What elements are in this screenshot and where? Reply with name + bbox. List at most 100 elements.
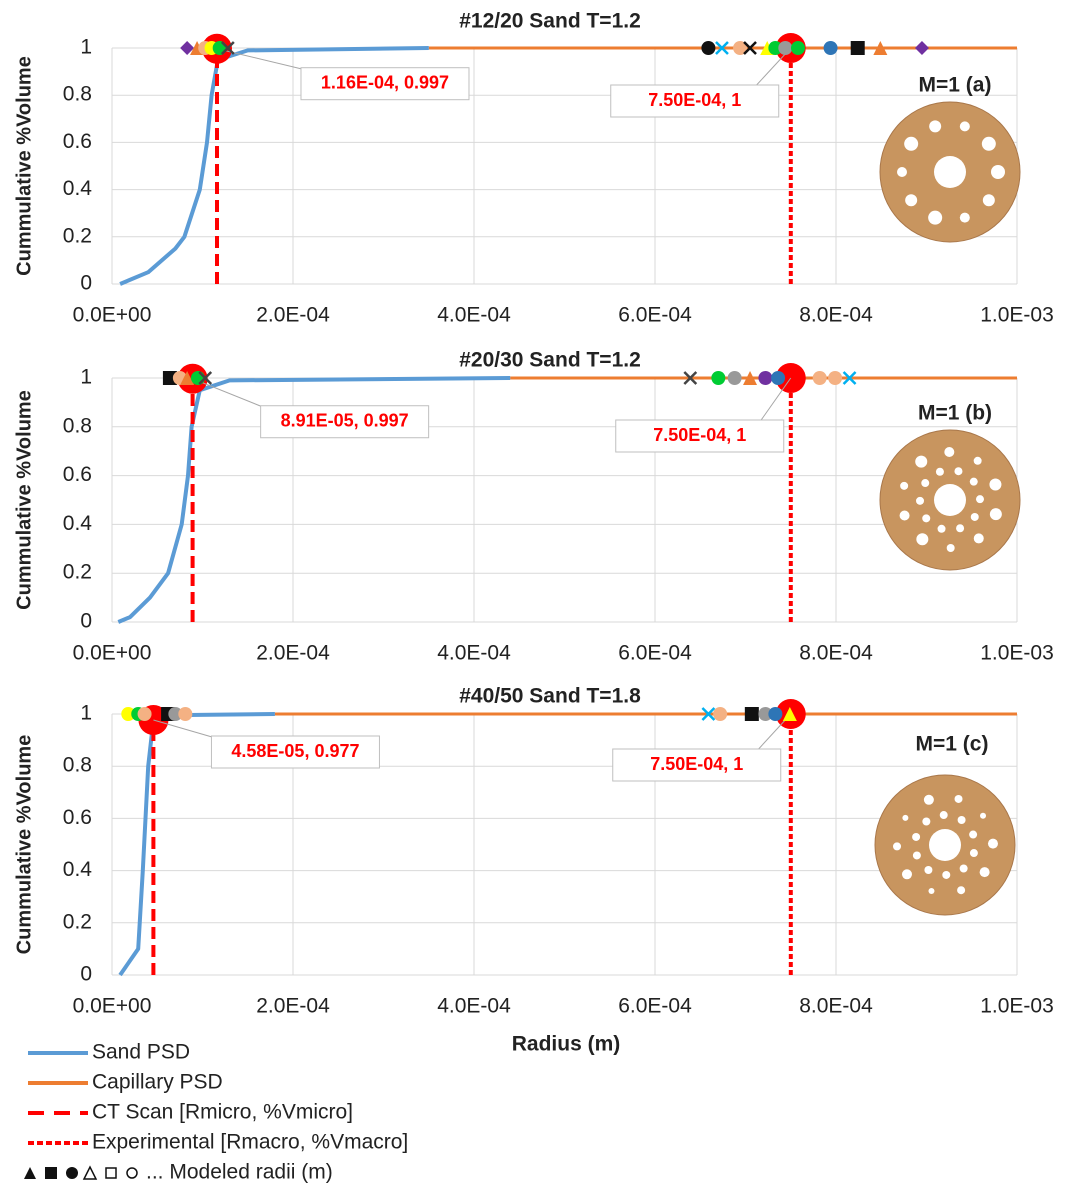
inset-hole: [988, 839, 998, 849]
marker: [745, 707, 759, 721]
legend-label: Sand PSD: [92, 1041, 190, 1064]
inset-hole: [934, 484, 966, 516]
marker: [791, 41, 805, 55]
marker: [191, 371, 205, 385]
x-tick-label: 4.0E-04: [437, 304, 511, 327]
y-tick-label: 0: [80, 610, 92, 633]
y-axis-label: Cummulative %Volume: [13, 56, 35, 276]
inset-hole: [916, 497, 924, 505]
marker: [771, 371, 785, 385]
marker: [824, 41, 838, 55]
inset-hole: [922, 514, 930, 522]
inset-hole: [900, 482, 908, 490]
inset-hole: [912, 833, 920, 841]
x-tick-label: 2.0E-04: [256, 642, 330, 665]
y-tick-label: 0: [80, 272, 92, 295]
marker: [768, 707, 782, 721]
inset-hole: [897, 167, 907, 177]
inset-hole: [960, 864, 968, 872]
inset-hole: [970, 478, 978, 486]
x-tick-label: 1.0E-03: [980, 995, 1054, 1018]
inset-label: M=1 (a): [919, 74, 992, 97]
inset-hole: [958, 816, 966, 824]
inset-hole: [991, 165, 1005, 179]
y-tick-label: 0.6: [63, 806, 92, 829]
inset-hole: [983, 194, 995, 206]
marker: [758, 371, 772, 385]
x-tick-label: 1.0E-03: [980, 642, 1054, 665]
x-tick-label: 0.0E+00: [73, 995, 152, 1018]
x-tick-label: 0.0E+00: [73, 642, 152, 665]
y-tick-label: 0.8: [63, 83, 92, 106]
x-tick-label: 2.0E-04: [256, 304, 330, 327]
x-tick-label: 2.0E-04: [256, 995, 330, 1018]
inset-hole: [928, 211, 942, 225]
marker: [778, 41, 792, 55]
inset-hole: [960, 213, 970, 223]
inset-hole: [913, 851, 921, 859]
inset-hole: [921, 479, 929, 487]
inset-hole: [928, 888, 934, 894]
inset-hole: [940, 811, 948, 819]
inset-hole: [970, 849, 978, 857]
legend-label: Experimental [Rmacro, %Vmacro]: [92, 1131, 408, 1154]
inset-hole: [915, 456, 927, 468]
y-tick-label: 0.4: [63, 512, 93, 535]
inset-hole: [936, 468, 944, 476]
x-tick-label: 4.0E-04: [437, 642, 511, 665]
inset-hole: [969, 831, 977, 839]
y-tick-label: 0.2: [63, 910, 92, 933]
inset-hole: [960, 121, 970, 131]
y-tick-label: 0.8: [63, 414, 92, 437]
inset-hole: [942, 871, 950, 879]
x-tick-label: 6.0E-04: [618, 642, 692, 665]
marker: [915, 41, 929, 55]
data-label: 1.16E-04, 0.997: [321, 72, 449, 92]
inset-hole: [916, 533, 928, 545]
legend-label: ... Modeled radii (m): [146, 1161, 333, 1184]
y-tick-label: 0.4: [63, 177, 93, 200]
inset-hole: [929, 829, 961, 861]
x-tick-label: 4.0E-04: [437, 995, 511, 1018]
x-tick-label: 6.0E-04: [618, 304, 692, 327]
inset-hole: [989, 479, 1001, 491]
figure: #12/20 Sand T=1.2Cummulative %Volume00.2…: [0, 0, 1071, 1196]
y-tick-label: 0.2: [63, 561, 92, 584]
inset-hole: [893, 842, 901, 850]
inset-hole: [974, 533, 984, 543]
marker: [828, 371, 842, 385]
data-label: 7.50E-04, 1: [650, 754, 743, 774]
marker: [851, 41, 865, 55]
data-label: 4.58E-05, 0.977: [231, 741, 359, 761]
inset-hole: [902, 869, 912, 879]
marker: [138, 707, 152, 721]
chart-title: #20/30 Sand T=1.2: [459, 349, 641, 372]
inset-hole: [924, 866, 932, 874]
inset-hole: [955, 795, 963, 803]
chart-title: #40/50 Sand T=1.8: [459, 685, 641, 708]
y-axis-label: Cummulative %Volume: [13, 735, 35, 955]
data-label: 7.50E-04, 1: [648, 90, 741, 110]
inset-hole: [902, 815, 908, 821]
x-tick-label: 8.0E-04: [799, 304, 873, 327]
marker: [701, 41, 715, 55]
inset-hole: [905, 194, 917, 206]
inset-hole: [980, 867, 990, 877]
inset-hole: [956, 524, 964, 532]
inset-hole: [900, 510, 910, 520]
marker: [178, 707, 192, 721]
data-label: 7.50E-04, 1: [653, 425, 746, 445]
y-tick-label: 1: [80, 702, 92, 725]
inset-hole: [974, 457, 982, 465]
x-tick-label: 0.0E+00: [73, 304, 152, 327]
label-leader: [193, 379, 265, 408]
chart-panel: #40/50 Sand T=1.8Cummulative %Volume00.2…: [13, 685, 1054, 1056]
inset-hole: [934, 156, 966, 188]
inset-hole: [904, 137, 918, 151]
inset-hole: [976, 495, 984, 503]
inset-label: M=1 (b): [918, 402, 992, 425]
data-label: 8.91E-05, 0.997: [281, 410, 409, 430]
